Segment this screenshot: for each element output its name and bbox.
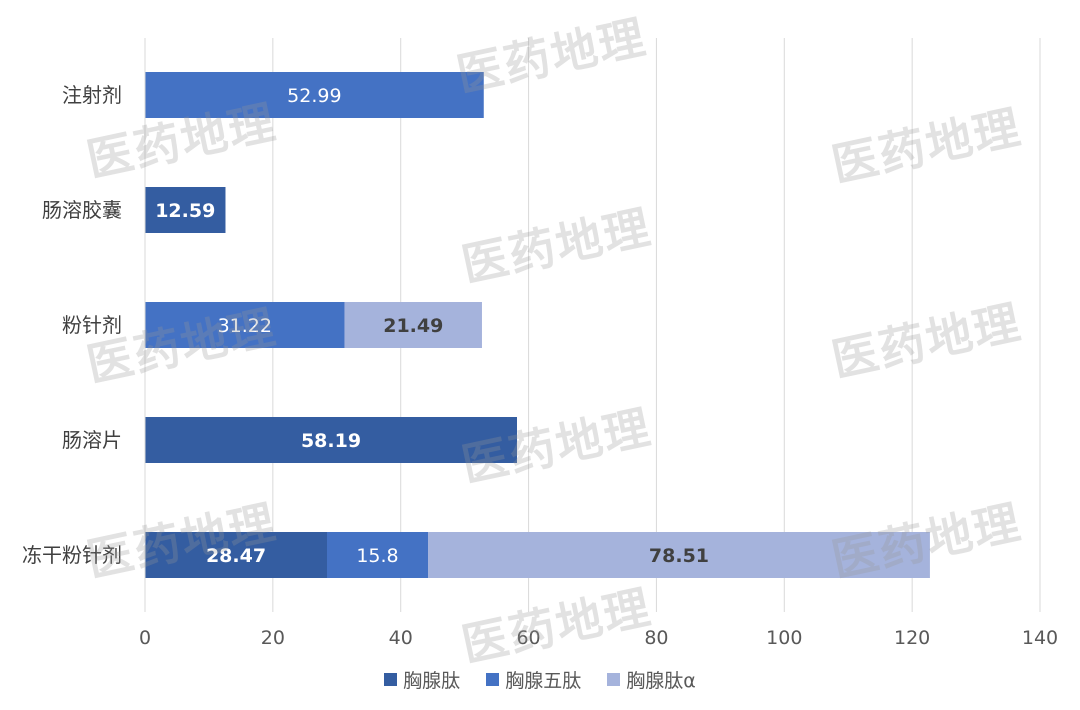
- x-tick-label: 60: [516, 627, 540, 649]
- legend-swatch-thymosin: [384, 673, 398, 686]
- x-tick-label: 140: [1022, 627, 1058, 649]
- category-label: 冻干粉针剂: [22, 543, 122, 567]
- x-tick-label: 0: [139, 627, 151, 649]
- data-label: 58.19: [301, 430, 361, 452]
- data-label: 21.49: [383, 315, 443, 337]
- data-label: 28.47: [206, 545, 266, 567]
- legend-swatch-thymopentin: [486, 673, 500, 686]
- legend-label-thymosin-alpha: 胸腺肽α: [626, 670, 696, 692]
- legend-item-thymosin[interactable]: 胸腺肽: [384, 666, 460, 693]
- data-label: 15.8: [356, 545, 398, 567]
- x-tick-label: 40: [389, 627, 413, 649]
- bar-segment: [145, 72, 484, 118]
- legend-item-thymopentin[interactable]: 胸腺五肽: [486, 666, 581, 693]
- bar-segment: [145, 187, 226, 233]
- bar-segment: [145, 532, 328, 578]
- data-label: 31.22: [218, 315, 272, 337]
- x-tick-label: 120: [894, 627, 930, 649]
- x-tick-label: 100: [766, 627, 802, 649]
- bar-segment: [145, 302, 345, 348]
- legend-item-thymosin-alpha[interactable]: 胸腺肽α: [607, 666, 696, 693]
- category-label: 肠溶胶囊: [42, 198, 122, 222]
- bar-segment: [145, 417, 518, 463]
- bar-segment: [344, 302, 482, 348]
- legend-swatch-thymosin-alpha: [607, 673, 621, 686]
- category-label: 粉针剂: [62, 313, 122, 337]
- legend-label-thymosin: 胸腺肽: [403, 670, 461, 692]
- legend: 胸腺肽 胸腺五肽 胸腺肽α: [0, 666, 1080, 693]
- data-label: 52.99: [287, 85, 341, 107]
- legend-label-thymopentin: 胸腺五肽: [505, 670, 582, 692]
- x-tick-label: 20: [261, 627, 285, 649]
- data-label: 78.51: [649, 545, 709, 567]
- bar-segment: [327, 532, 429, 578]
- x-tick-label: 80: [644, 627, 668, 649]
- data-label: 12.59: [155, 200, 215, 222]
- bar-segment: [428, 532, 930, 578]
- category-label: 注射剂: [62, 83, 122, 107]
- category-label: 肠溶片: [62, 428, 122, 452]
